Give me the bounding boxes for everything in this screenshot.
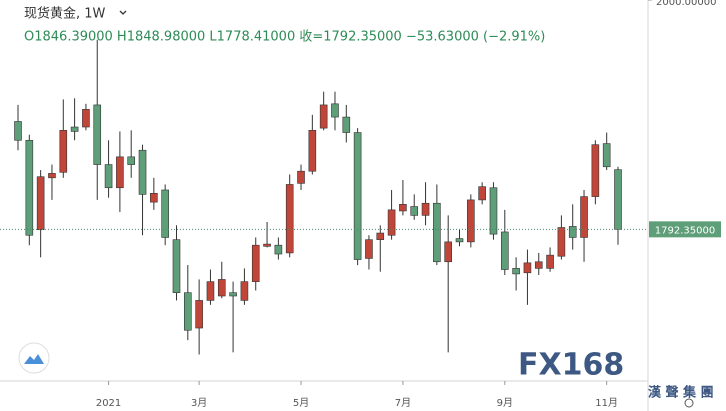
logo-icon bbox=[24, 354, 44, 364]
candle-body bbox=[376, 232, 385, 240]
candle-body bbox=[534, 261, 543, 269]
candle-body bbox=[70, 126, 79, 132]
candle-body bbox=[410, 206, 419, 216]
candle-body bbox=[308, 130, 317, 172]
candle-body bbox=[25, 139, 34, 236]
candle-body bbox=[195, 300, 203, 329]
plot bbox=[14, 39, 622, 355]
candle-body bbox=[444, 241, 452, 263]
candle-body bbox=[557, 227, 566, 257]
x-tick-label: 5月 bbox=[293, 397, 309, 409]
candle-body bbox=[455, 238, 464, 243]
last-price-label: 1792.35000 bbox=[655, 225, 715, 236]
candle-body bbox=[229, 292, 237, 297]
chart-title: 现货黄金, 1W bbox=[24, 6, 106, 22]
candle-body bbox=[399, 204, 407, 212]
candle-body bbox=[14, 121, 22, 141]
candle-body bbox=[251, 244, 260, 282]
candle-body bbox=[59, 130, 68, 173]
x-tick-label: 9月 bbox=[497, 397, 513, 409]
candle-body bbox=[217, 279, 226, 297]
candle-body bbox=[568, 226, 577, 238]
x-tick-label: 3月 bbox=[191, 397, 207, 409]
candle-body bbox=[36, 176, 45, 231]
candle-body bbox=[580, 196, 588, 238]
candle-body bbox=[285, 184, 294, 254]
candle-body bbox=[138, 149, 147, 195]
candle-body bbox=[104, 164, 113, 189]
candle-body bbox=[365, 239, 373, 259]
candle-body bbox=[48, 173, 56, 179]
candle-body bbox=[421, 202, 430, 216]
candle-body bbox=[602, 143, 611, 168]
candle-body bbox=[478, 186, 486, 201]
x-tick-label: 2021 bbox=[96, 398, 121, 409]
candle-body bbox=[263, 243, 271, 247]
candle-body bbox=[591, 144, 600, 197]
candle-body bbox=[387, 209, 396, 236]
candle-body bbox=[512, 268, 520, 275]
candle-body bbox=[116, 156, 124, 189]
candle-body bbox=[546, 254, 554, 269]
candle-body bbox=[433, 202, 441, 263]
candle-body bbox=[184, 292, 192, 331]
watermark: 漢 聲 集 團 bbox=[648, 385, 714, 401]
logo[interactable] bbox=[18, 342, 50, 374]
candle-body bbox=[353, 132, 362, 260]
candle-body bbox=[206, 281, 215, 301]
candle-body bbox=[297, 170, 305, 184]
candle-body bbox=[523, 262, 532, 274]
settings-icon[interactable] bbox=[684, 398, 694, 408]
candle-body bbox=[500, 231, 509, 270]
last-price-tag bbox=[649, 221, 721, 238]
candle-body bbox=[93, 104, 102, 165]
x-tick-label: 11月 bbox=[595, 397, 618, 409]
watermark: FX168 bbox=[518, 348, 624, 383]
y-tick-label: 2000.00000 bbox=[656, 0, 716, 8]
candle-body bbox=[82, 109, 90, 128]
candle-body bbox=[342, 116, 351, 133]
candle-body bbox=[274, 244, 283, 255]
candle-body bbox=[331, 103, 339, 118]
candle-body bbox=[467, 199, 475, 243]
candle-body bbox=[614, 169, 622, 230]
dropdown-icon[interactable] bbox=[119, 10, 127, 15]
x-tick-label: 7月 bbox=[395, 397, 411, 409]
candle-body bbox=[319, 104, 328, 129]
candle-body bbox=[240, 281, 249, 301]
candle-body bbox=[161, 189, 169, 238]
candle-body bbox=[172, 239, 181, 293]
ohlc-readout: O1846.39000 H1848.98000 L1778.41000 收=17… bbox=[24, 30, 545, 45]
candle-body bbox=[489, 187, 498, 235]
candle-body bbox=[150, 192, 158, 203]
candle-body bbox=[127, 156, 136, 165]
